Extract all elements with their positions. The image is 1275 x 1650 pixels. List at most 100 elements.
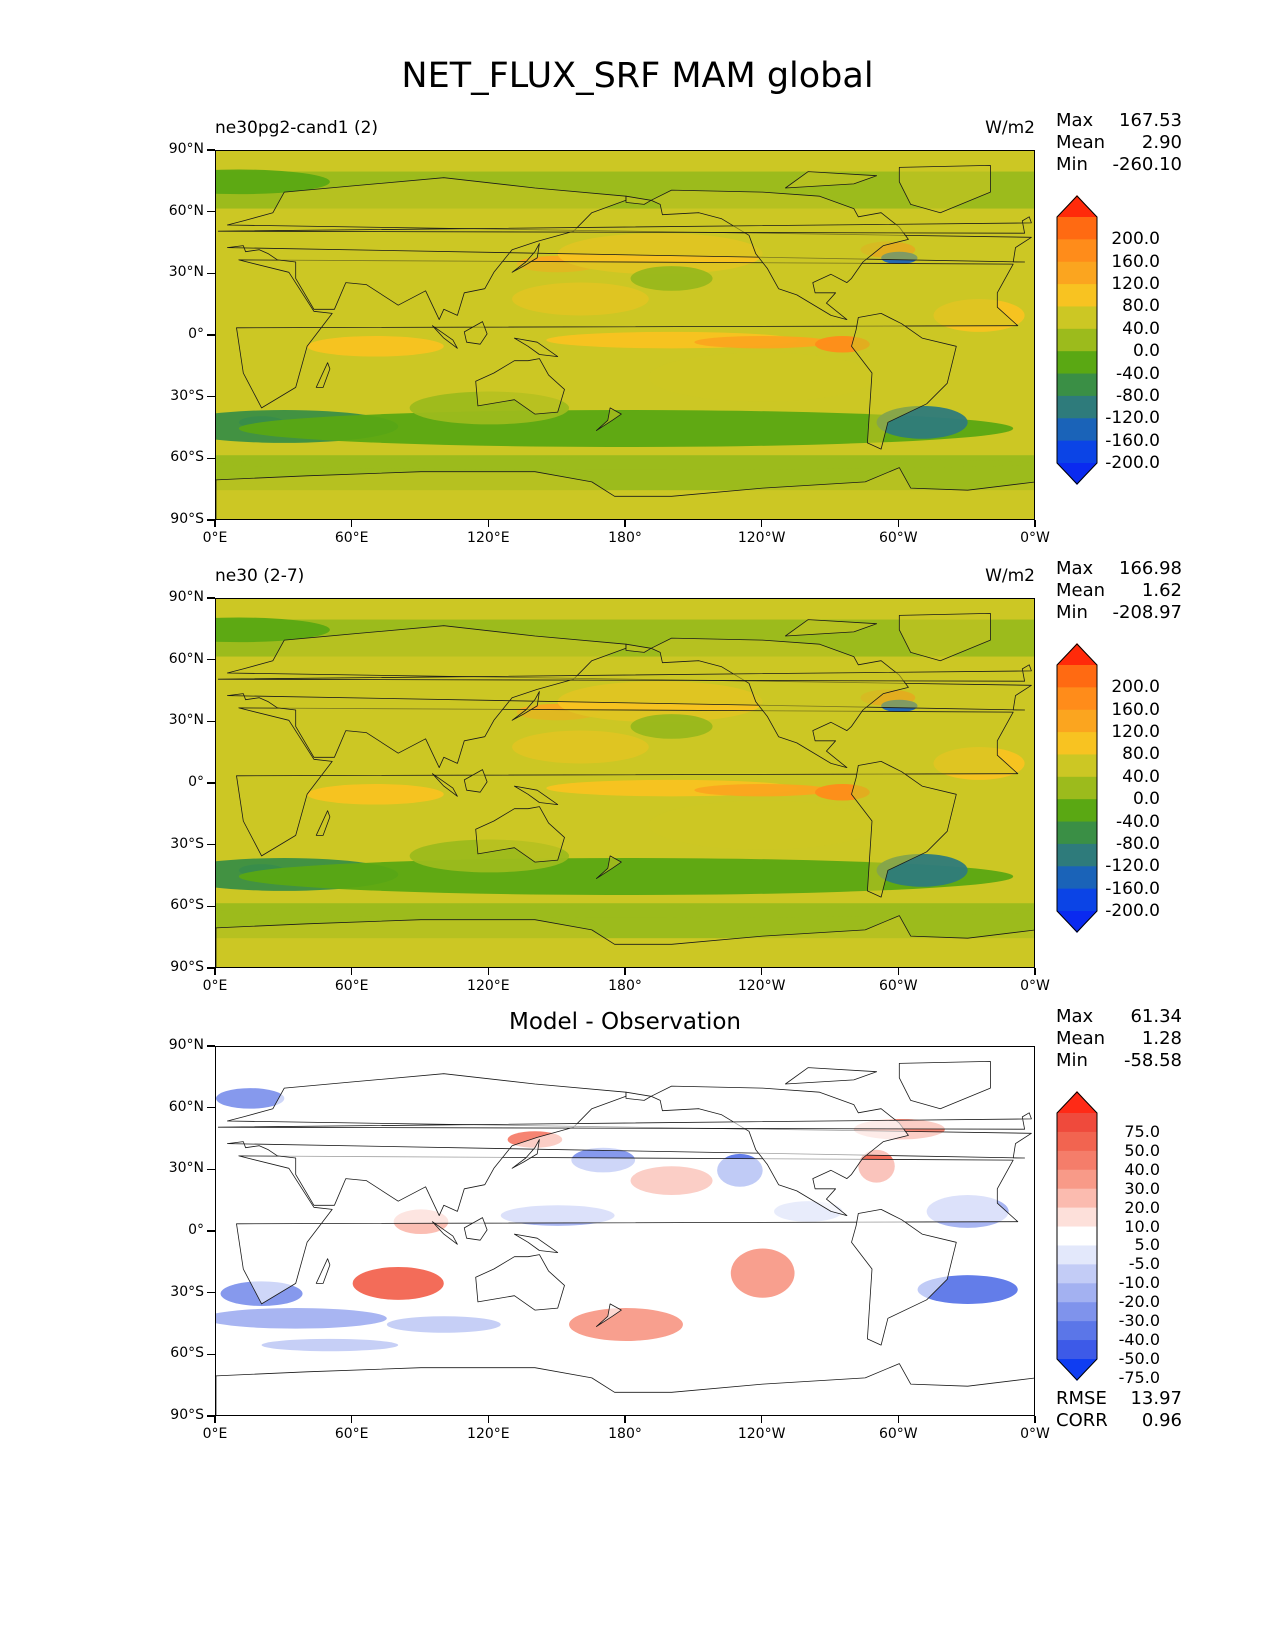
x-tick-label: 180°	[608, 978, 642, 994]
coastline-borneo	[463, 769, 488, 793]
coastline-arctic-islands	[785, 171, 877, 189]
colorbar-segment	[1057, 1340, 1097, 1360]
colorbar-segment	[1057, 888, 1097, 912]
coastline-australia	[475, 358, 565, 415]
y-tick-mark	[207, 967, 215, 969]
y-tick-label: 90°S	[170, 959, 204, 975]
colorbar-segment	[1057, 1113, 1097, 1133]
stat-value: -208.97	[1112, 602, 1182, 623]
colorbar-tick-label: -160.0	[1105, 430, 1160, 451]
y-tick-label: 30°N	[168, 264, 204, 281]
stats-box: Max 166.98 Mean 1.62 Min -208.97	[1056, 558, 1182, 624]
colorbar-segment	[1057, 1150, 1097, 1171]
stat-label: Max	[1056, 558, 1094, 579]
coastline-eurasia	[227, 177, 1032, 320]
stat-label: RMSE	[1056, 1388, 1107, 1409]
field-contour	[694, 336, 831, 349]
x-tick-mark	[897, 1416, 900, 1423]
x-tick-mark	[350, 968, 353, 975]
colorbar-segment	[1057, 1226, 1097, 1246]
colorbar-tick-label: 20.0	[1124, 1197, 1160, 1217]
coastline-greenland	[898, 613, 991, 662]
colorbar-segment	[1057, 1264, 1097, 1284]
field-contour	[730, 1248, 795, 1298]
coastline-chukotka	[625, 643, 652, 653]
colorbar-segment	[1057, 351, 1097, 375]
x-tick-mark	[1034, 1416, 1036, 1423]
x-tick-label: 0°W	[1020, 1426, 1050, 1442]
colorbar-segment	[1057, 687, 1097, 711]
coastline-antarctica	[216, 1363, 1034, 1415]
units-label: W/m2	[985, 118, 1035, 138]
panel-title: ne30 (2-7)	[215, 566, 305, 586]
colorbar-svg	[1056, 643, 1098, 933]
colorbar-tick-label: -120.0	[1105, 408, 1160, 429]
field-contour	[694, 784, 831, 797]
y-tick-label: 60°S	[170, 449, 204, 466]
x-tick-label: 180°	[608, 1426, 642, 1442]
colorbar-segment	[1057, 217, 1097, 240]
stat-value: 1.62	[1141, 580, 1182, 601]
stat-value: -58.58	[1123, 1050, 1182, 1071]
colorbar	[1055, 195, 1099, 485]
coastline-south-america	[851, 761, 957, 898]
stat-label: Mean	[1056, 132, 1106, 153]
colorbar-extend-max	[1057, 643, 1097, 665]
coastline-borneo	[463, 321, 488, 345]
stat-value: 61.34	[1130, 1006, 1182, 1027]
colorbar-tick-label: 120.0	[1111, 274, 1160, 295]
colorbar-segment	[1057, 261, 1097, 285]
coastline-new-zealand	[596, 1303, 622, 1327]
coastline-australia	[475, 1254, 565, 1311]
y-tick-mark	[207, 1045, 215, 1047]
field-contour	[216, 169, 330, 195]
coastline-arctic-islands	[785, 1067, 877, 1085]
stat-label: CORR	[1056, 1410, 1108, 1431]
y-tick-label: 90°S	[170, 1407, 204, 1423]
coastline-chukotka	[625, 195, 652, 205]
colorbar-tick-label: 40.0	[1122, 318, 1160, 339]
stat-row: Mean 2.90	[1056, 132, 1182, 154]
y-tick-mark	[207, 334, 215, 336]
colorbar-tick-label: -200.0	[1105, 901, 1160, 921]
y-tick-mark	[207, 720, 215, 723]
coastline-antarctica	[216, 467, 1034, 519]
colorbar-tick-label: -20.0	[1118, 1292, 1160, 1312]
colorbar-segment	[1057, 239, 1097, 263]
colorbar-tick-label: -40.0	[1118, 1330, 1160, 1350]
colorbar-segment	[1057, 732, 1097, 755]
y-tick-mark	[207, 905, 215, 908]
colorbar-tick-label: 10.0	[1124, 1216, 1160, 1236]
colorbar-segment	[1057, 665, 1097, 688]
colorbar-tick-label: -50.0	[1118, 1349, 1160, 1368]
colorbar-tick-label: 0.0	[1132, 341, 1160, 362]
y-tick-mark	[207, 782, 215, 784]
stat-label: Mean	[1056, 1028, 1106, 1049]
field-contour	[352, 1266, 444, 1300]
coastline-eurasia	[227, 625, 1032, 768]
colorbar-tick-label: 200.0	[1111, 677, 1160, 698]
stat-row: Max 167.53	[1056, 110, 1182, 132]
x-tick-mark	[624, 968, 626, 975]
y-tick-label: 0°	[188, 1222, 204, 1238]
coastline-new-guinea	[514, 337, 559, 357]
stat-value: 13.97	[1130, 1388, 1182, 1409]
y-tick-mark	[207, 1415, 215, 1417]
x-tick-label: 60°W	[878, 978, 918, 994]
colorbar-tick-label: -120.0	[1105, 856, 1160, 877]
x-tick-mark	[624, 1416, 626, 1423]
y-tick-label: 90°N	[168, 1037, 204, 1053]
colorbar-tick-label: 80.0	[1122, 296, 1160, 317]
colorbar-segment	[1057, 440, 1097, 464]
stat-row: Min -58.58	[1056, 1050, 1182, 1072]
y-tick-mark	[207, 1291, 215, 1294]
x-tick-mark	[1034, 520, 1036, 527]
field-contour	[261, 1338, 399, 1352]
coastline-new-guinea	[514, 1233, 559, 1253]
x-tick-label: 60°W	[878, 1426, 918, 1442]
stat-label: Min	[1056, 602, 1088, 623]
x-tick-mark	[487, 520, 490, 527]
x-tick-label: 120°W	[737, 978, 786, 994]
coastline-sumatra	[432, 773, 458, 797]
colorbar-segment	[1057, 328, 1097, 352]
